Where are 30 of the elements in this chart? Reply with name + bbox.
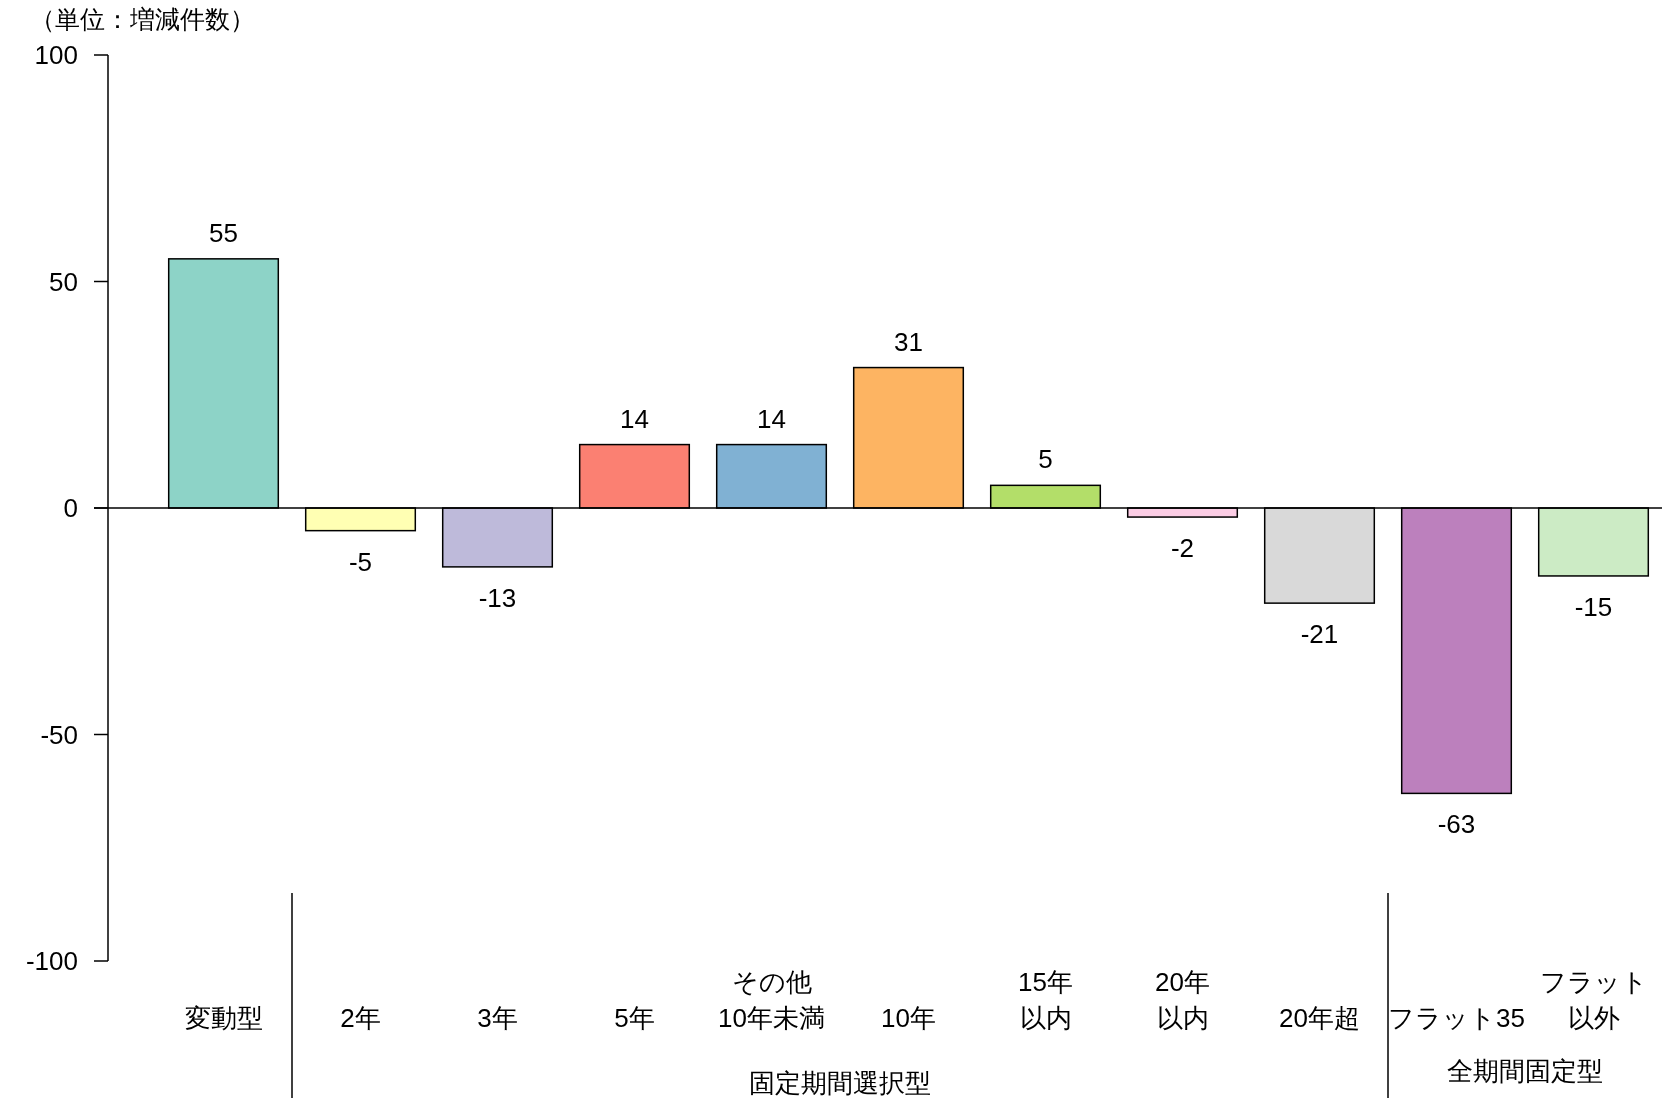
y-tick-label: 0 [63,493,78,523]
data-label: -2 [1170,533,1195,564]
data-label: 14 [757,403,786,434]
text: 固定期間選択型 [749,1068,931,1098]
x-tick-label: 15年以内 [1018,967,1073,1033]
y-tick-label: 100 [34,40,78,70]
x-tick-label: 20年超 [1279,1003,1360,1033]
x-tick-label: フラット以外 [1539,967,1648,1033]
data-label: -21 [1300,619,1339,650]
data-label: 5 [1038,444,1053,475]
x-tick-label: 変動型 [184,1003,263,1033]
x-tick-label: 3年 [477,1003,518,1033]
y-tick-label: 50 [49,266,78,297]
y-tick-label: -50 [40,719,78,750]
data-label: 55 [209,217,238,248]
data-label: -63 [1437,809,1476,840]
y-tick-label: -100 [25,946,78,976]
x-tick-label: 10年 [881,1003,936,1033]
x-tick-label: 5年 [614,1003,655,1033]
data-label: 14 [620,403,649,434]
data-label: -15 [1574,591,1613,622]
x-tick-label: その他10年未満 [718,967,825,1033]
data-label: 31 [894,326,923,357]
y-axis-title: （単位：増減件数） [30,5,255,33]
data-label: -5 [348,546,373,577]
x-tick-label: 2年 [340,1003,381,1033]
x-tick-label: 20年以内 [1155,967,1210,1033]
data-label: -13 [478,582,517,613]
text: 全期間固定型 [1447,1056,1603,1086]
x-tick-label: フラット35 [1388,1003,1525,1033]
